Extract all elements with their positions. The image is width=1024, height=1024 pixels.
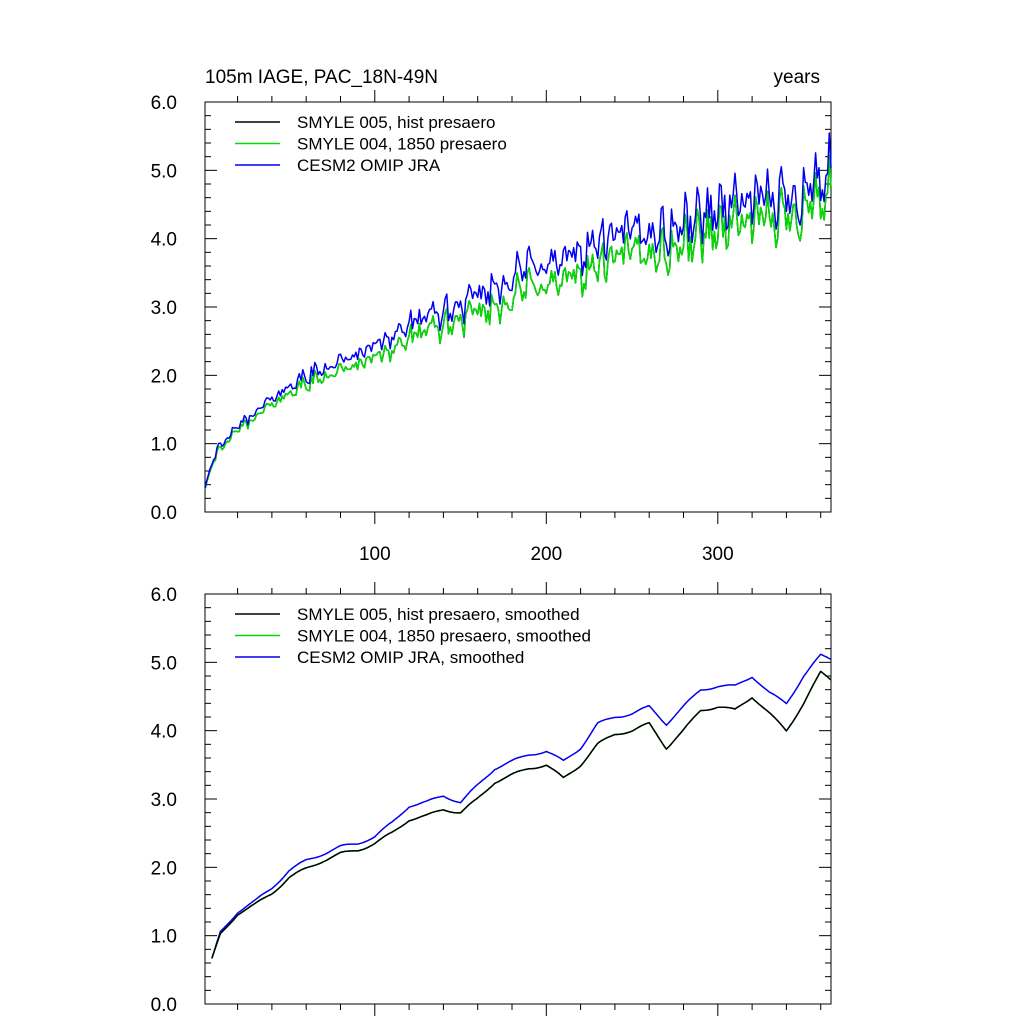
y-tick-label: 2.0 [151, 858, 177, 879]
y-tick-label: 4.0 [151, 230, 177, 251]
legend-label-smyle004: SMYLE 004, 1850 presaero [297, 135, 507, 154]
legend-label-smyle005: SMYLE 005, hist presaero [297, 113, 495, 132]
x-tick-label: 200 [530, 544, 562, 565]
y-tick-label: 6.0 [151, 585, 177, 606]
y-tick-label: 1.0 [151, 435, 177, 456]
y-tick-label: 1.0 [151, 927, 177, 948]
y-tick-label: 0.0 [151, 995, 177, 1016]
series-line-omip [211, 653, 832, 959]
legend-label-smyle005: SMYLE 005, hist presaero, smoothed [297, 605, 580, 624]
series-line-smyle004 [211, 670, 832, 959]
series-line-omip [204, 132, 832, 489]
x-tick-label: 100 [359, 544, 391, 565]
chart-title: 105m IAGE, PAC_18N-49N [205, 67, 438, 88]
y-tick-label: 5.0 [151, 161, 177, 182]
units-label: years [774, 67, 820, 88]
y-tick-label: 2.0 [151, 366, 177, 387]
legend-label-omip: CESM2 OMIP JRA [297, 156, 441, 175]
y-tick-label: 3.0 [151, 790, 177, 811]
y-tick-label: 4.0 [151, 722, 177, 743]
legend-label-omip: CESM2 OMIP JRA, smoothed [297, 648, 524, 667]
series-line-smyle005 [211, 670, 832, 959]
bottom-panel: 0.0 1.0 2.0 3.0 4.0 5.0 6.0 SMYLE 005, hist pre… [151, 582, 832, 1016]
y-tick-label: 0.0 [151, 503, 177, 524]
x-tick-label: 300 [702, 544, 734, 565]
y-tick-label: 3.0 [151, 298, 177, 319]
legend-label-smyle004: SMYLE 004, 1850 presaero, smoothed [297, 627, 591, 646]
series-line-smyle004 [204, 154, 832, 490]
y-tick-label: 5.0 [151, 653, 177, 674]
y-tick-label: 6.0 [151, 93, 177, 114]
top-panel: 0.0 1.0 2.0 3.0 4.0 5.0 6.0 100 200 300 SMYLE 005,… [151, 90, 832, 565]
